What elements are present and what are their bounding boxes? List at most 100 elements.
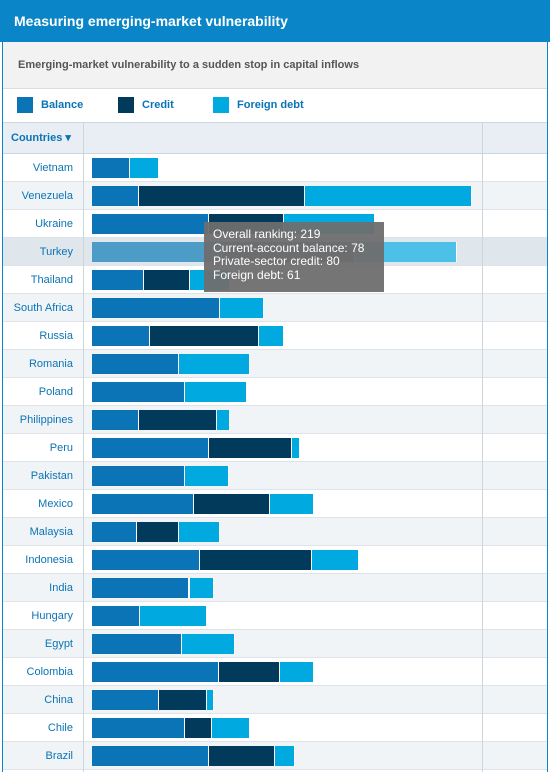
- category-label: Hungary: [31, 610, 73, 622]
- bar-segment: [140, 606, 207, 626]
- legend-item: Foreign debt: [213, 97, 304, 113]
- category-label: Russia: [39, 330, 73, 342]
- row: Hungary: [3, 602, 547, 630]
- bar-segment: [185, 382, 248, 402]
- category-label: Peru: [49, 442, 73, 454]
- bar-segment: [138, 410, 218, 430]
- row: South Africa: [3, 294, 547, 322]
- tooltip-line: Foreign debt: 61: [213, 267, 301, 282]
- bar-segment: [182, 634, 236, 654]
- category-label: Ukraine: [35, 218, 73, 230]
- category-label: Chile: [47, 722, 73, 734]
- row: Venezuela: [3, 182, 547, 210]
- bar-segment: [312, 550, 359, 570]
- bar-segment: [190, 578, 214, 598]
- frame: [2, 42, 548, 772]
- legend-swatch: [213, 97, 229, 113]
- header-title: Measuring emerging-market vulnerability: [0, 0, 550, 42]
- category-label: Malaysia: [29, 526, 73, 538]
- row: Russia: [3, 322, 547, 350]
- bar-segment: [207, 690, 214, 710]
- bar-segment: [292, 438, 301, 458]
- bar-segment: [178, 354, 251, 374]
- bar-segment: [92, 690, 159, 710]
- bar-segment: [92, 382, 186, 402]
- row: Colombia: [3, 658, 547, 686]
- bar-segment: [138, 186, 306, 206]
- bar-segment: [143, 270, 191, 290]
- category-label: Mexico: [38, 498, 73, 510]
- tooltip-line: Current-account balance: 78: [213, 240, 365, 255]
- bar-segment: [208, 438, 293, 458]
- legend-swatch: [17, 97, 33, 113]
- row: Brazil: [3, 742, 547, 770]
- row: Philippines: [3, 406, 547, 434]
- row: Vietnam: [3, 154, 547, 182]
- category-label: India: [49, 582, 73, 594]
- column-divider: [482, 122, 483, 772]
- category-label: Philippines: [19, 414, 73, 426]
- bar-segment: [92, 410, 139, 430]
- bar-segment: [92, 438, 209, 458]
- bar-segment: [92, 298, 221, 318]
- row: Egypt: [3, 630, 547, 658]
- bar-segment: [150, 326, 259, 346]
- category-label: South Africa: [13, 302, 73, 314]
- column-divider: [83, 122, 84, 772]
- bar-segment: [218, 662, 281, 682]
- legend-label: Balance: [41, 99, 84, 111]
- bar-segment: [92, 522, 137, 542]
- category-label: Indonesia: [25, 554, 73, 566]
- bar-segment: [137, 522, 179, 542]
- bar-segment: [280, 662, 314, 682]
- category-label: Vietnam: [32, 162, 73, 174]
- category-label: Egypt: [44, 638, 73, 650]
- row: Chile: [3, 714, 547, 742]
- legend-item: Credit: [118, 97, 174, 113]
- bar-segment: [92, 662, 219, 682]
- bar-segment: [92, 746, 209, 766]
- tooltip-line: Private-sector credit: 80: [213, 254, 340, 268]
- category-label: Venezuela: [21, 190, 73, 202]
- row: Romania: [3, 350, 547, 378]
- bar-segment: [92, 634, 183, 654]
- legend-label: Foreign debt: [237, 99, 304, 111]
- bar-segment: [130, 158, 159, 178]
- bar-segment: [185, 466, 229, 486]
- bar-segment: [92, 214, 209, 234]
- category-label: Poland: [38, 386, 73, 398]
- bar-segment: [92, 550, 201, 570]
- category-label: China: [44, 694, 73, 706]
- bar-segment: [220, 298, 264, 318]
- bar-segment: [178, 522, 221, 542]
- category-label: Brazil: [45, 750, 73, 762]
- subtitle: Emerging-market vulnerability to a sudde…: [3, 42, 547, 89]
- bar-segment: [92, 606, 141, 626]
- bar-segment: [270, 494, 314, 514]
- bar-segment: [258, 326, 284, 346]
- bar-segment: [92, 326, 151, 346]
- row: Poland: [3, 378, 547, 406]
- legend-item: Balance: [17, 97, 83, 113]
- column-header[interactable]: Countries ▾: [11, 132, 71, 144]
- category-label: Colombia: [26, 666, 73, 678]
- row: Pakistan: [3, 462, 547, 490]
- legend: Balance Credit Foreign debt: [3, 88, 547, 122]
- category-label: Turkey: [39, 246, 73, 258]
- row: China: [3, 686, 547, 714]
- category-label: Thailand: [30, 274, 73, 286]
- bar-segment: [185, 718, 213, 738]
- tooltip-line: Overall ranking: 219: [213, 227, 321, 241]
- bar-segment: [188, 578, 191, 598]
- column-header-text: Countries: [11, 132, 63, 144]
- row: Indonesia: [3, 546, 547, 574]
- row: India: [3, 574, 547, 602]
- row: Malaysia: [3, 518, 547, 546]
- row: Peru: [3, 434, 547, 462]
- bar-segment: [92, 158, 131, 178]
- bar-segment: [92, 718, 186, 738]
- table-header: Countries ▾: [3, 122, 547, 154]
- bar-segment: [92, 494, 194, 514]
- category-label: Pakistan: [30, 470, 73, 482]
